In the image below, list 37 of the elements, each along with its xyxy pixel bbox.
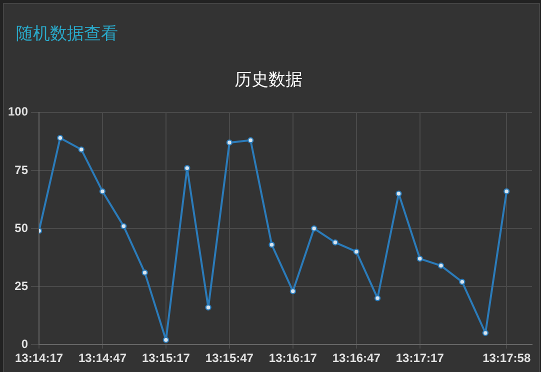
y-tick-label: 50 xyxy=(14,220,28,235)
x-tick-label: 13:14:47 xyxy=(78,351,127,366)
point xyxy=(310,225,318,232)
point xyxy=(459,278,466,286)
x-tick-label: 13:16:17 xyxy=(268,351,318,366)
x-tick-label: 13:17:17 xyxy=(396,351,444,366)
point xyxy=(162,336,170,344)
chart-title: 历史数据 xyxy=(234,70,302,89)
point xyxy=(99,188,106,194)
point xyxy=(57,134,64,142)
point xyxy=(482,330,489,336)
point xyxy=(247,137,254,144)
point xyxy=(504,188,510,194)
point xyxy=(438,262,444,269)
x-tick-label: 13:17:58 xyxy=(482,351,531,366)
point xyxy=(120,223,127,230)
y-tick-label: 25 xyxy=(14,278,28,293)
y-tick-label: 75 xyxy=(14,162,28,177)
point xyxy=(396,190,402,197)
y-tick-label: 100 xyxy=(8,104,28,119)
point xyxy=(374,295,381,302)
point xyxy=(332,239,338,246)
x-tick-label: 13:14:17 xyxy=(15,351,64,366)
point xyxy=(78,146,84,153)
point xyxy=(184,165,190,172)
x-tick-label: 13:15:17 xyxy=(142,351,190,366)
point xyxy=(142,270,148,276)
point xyxy=(353,248,360,255)
x-tick-label: 13:15:47 xyxy=(205,351,254,366)
point xyxy=(205,304,212,311)
point xyxy=(416,256,423,262)
y-tick-label: 0 xyxy=(21,336,28,351)
text: 随机数据查看 xyxy=(16,23,118,45)
point xyxy=(268,242,275,248)
x-tick-label: 13:16:47 xyxy=(332,351,381,366)
point xyxy=(290,288,296,294)
point xyxy=(226,139,233,146)
